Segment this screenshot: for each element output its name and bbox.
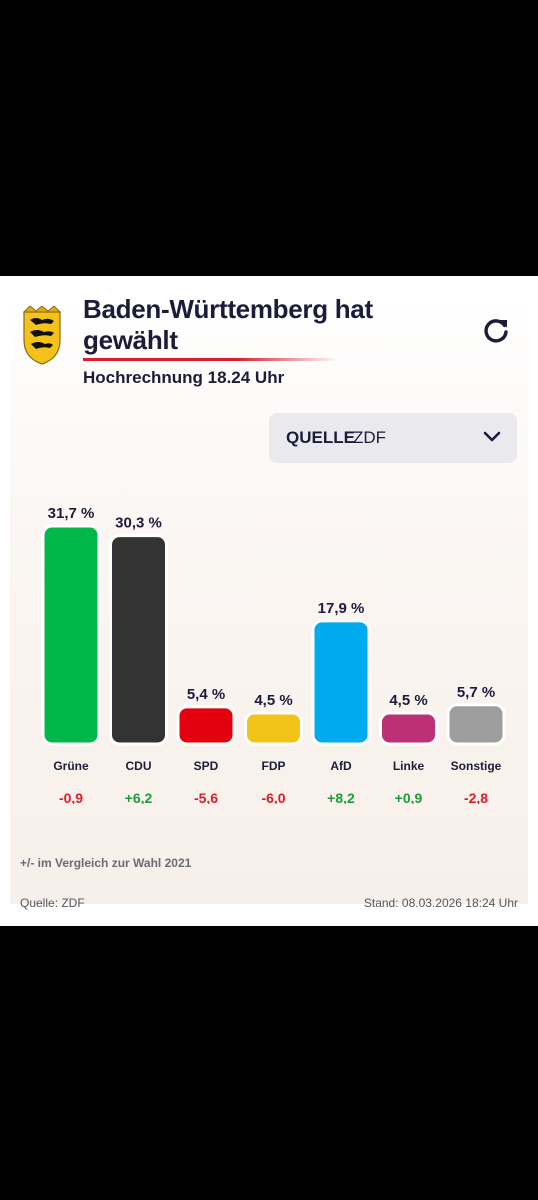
chevron-down-icon <box>483 431 501 442</box>
category-label: SPD <box>194 759 219 773</box>
results-bar-chart: 31,7 % Grüne -0,9 30,3 % CDU +6,2 5,4 % SPD -5,6… <box>41 505 506 804</box>
category-label: CDU <box>126 759 152 773</box>
change-label: +6,2 <box>125 790 153 804</box>
bar-value-label: 4,5 % <box>389 692 427 709</box>
bar-value-label: 30,3 % <box>115 515 162 532</box>
results-card: Baden-Württemberg hat gewählt Hochrechnu… <box>0 276 538 926</box>
bar-cdu <box>109 534 168 746</box>
page-title: Baden-Württemberg hat gewählt <box>83 294 373 355</box>
bar-value-label: 4,5 % <box>254 692 292 709</box>
title-underline <box>83 358 338 361</box>
refresh-icon[interactable] <box>481 316 511 346</box>
bar-sonstige <box>446 703 506 746</box>
footer-timestamp: Stand: 08.03.2026 18:24 Uhr <box>363 896 518 910</box>
comparison-note: +/- im Vergleich zur Wahl 2021 <box>20 856 192 870</box>
coat-of-arms-icon <box>22 306 62 365</box>
page-subtitle: Hochrechnung 18.24 Uhr <box>83 368 285 387</box>
category-label: AfD <box>330 759 352 773</box>
bar-linke <box>379 711 438 746</box>
bar-grüne <box>41 524 101 746</box>
bar-value-label: 5,4 % <box>187 686 225 703</box>
change-label: +8,2 <box>327 790 355 804</box>
category-label: FDP <box>262 759 286 773</box>
change-label: -0,9 <box>59 790 83 804</box>
bar-value-label: 31,7 % <box>48 505 95 522</box>
bar-spd <box>176 705 236 746</box>
bar-value-label: 17,9 % <box>318 600 365 617</box>
bar-fdp <box>244 711 303 746</box>
change-label: -5,6 <box>194 790 218 804</box>
change-label: -2,8 <box>464 790 488 804</box>
footer-source: Quelle: ZDF <box>20 896 85 910</box>
source-dropdown[interactable]: QUELLE ZDF <box>269 413 517 463</box>
source-dropdown-label: QUELLE <box>286 428 355 447</box>
source-dropdown-value: ZDF <box>353 428 387 447</box>
bar-value-label: 5,7 % <box>457 684 495 701</box>
card-inner: Baden-Württemberg hat gewählt Hochrechnu… <box>10 294 528 910</box>
category-label: Linke <box>393 759 425 773</box>
category-label: Grüne <box>53 759 89 773</box>
bar-afd <box>311 619 371 746</box>
change-label: +0,9 <box>395 790 423 804</box>
category-label: Sonstige <box>451 759 502 773</box>
change-label: -6,0 <box>261 790 285 804</box>
